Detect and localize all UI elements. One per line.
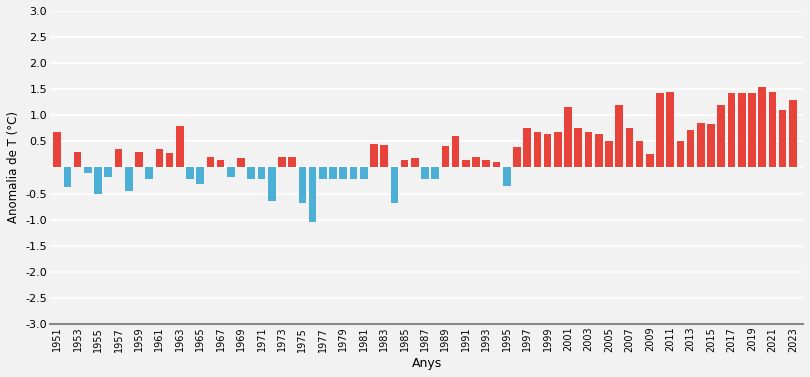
Bar bbox=[390, 167, 399, 203]
Bar bbox=[697, 123, 705, 167]
Bar bbox=[125, 167, 133, 191]
Bar bbox=[63, 167, 71, 187]
Bar bbox=[227, 167, 235, 177]
Bar bbox=[278, 157, 286, 167]
Bar bbox=[339, 167, 347, 179]
Bar bbox=[748, 93, 756, 167]
Bar bbox=[778, 110, 787, 167]
Bar bbox=[472, 157, 480, 167]
Bar bbox=[370, 144, 377, 167]
Bar bbox=[687, 130, 694, 167]
Bar bbox=[94, 167, 102, 193]
Bar bbox=[574, 128, 582, 167]
Bar bbox=[646, 155, 654, 167]
Bar bbox=[554, 132, 561, 167]
Bar bbox=[288, 157, 296, 167]
Bar bbox=[667, 92, 674, 167]
Bar bbox=[309, 167, 317, 222]
Bar bbox=[411, 158, 419, 167]
Bar bbox=[156, 149, 163, 167]
Bar bbox=[248, 167, 255, 179]
Bar bbox=[503, 167, 510, 186]
Bar bbox=[104, 167, 112, 177]
Bar bbox=[492, 162, 501, 167]
Bar bbox=[462, 159, 470, 167]
Bar bbox=[268, 167, 275, 201]
Bar bbox=[727, 93, 735, 167]
Bar bbox=[196, 167, 204, 184]
Bar bbox=[636, 141, 643, 167]
Bar bbox=[585, 132, 592, 167]
Bar bbox=[145, 167, 153, 179]
Bar bbox=[135, 152, 143, 167]
Bar bbox=[350, 167, 357, 179]
Bar bbox=[625, 128, 633, 167]
Bar bbox=[299, 167, 306, 203]
Bar bbox=[676, 141, 684, 167]
Bar bbox=[452, 136, 459, 167]
Bar bbox=[656, 93, 664, 167]
Bar bbox=[738, 93, 745, 167]
Y-axis label: Anomalia de T (°C): Anomalia de T (°C) bbox=[7, 112, 20, 224]
Bar bbox=[115, 149, 122, 167]
Bar bbox=[441, 146, 450, 167]
Bar bbox=[176, 126, 184, 167]
Bar bbox=[421, 167, 428, 179]
Bar bbox=[789, 100, 797, 167]
Bar bbox=[84, 167, 92, 173]
Bar bbox=[707, 124, 715, 167]
Bar bbox=[381, 145, 388, 167]
Bar bbox=[237, 158, 245, 167]
X-axis label: Anys: Anys bbox=[411, 357, 441, 370]
Bar bbox=[769, 92, 776, 167]
Bar bbox=[329, 167, 337, 179]
Bar bbox=[544, 133, 552, 167]
Bar bbox=[186, 167, 194, 179]
Bar bbox=[605, 141, 612, 167]
Bar bbox=[207, 157, 215, 167]
Bar bbox=[513, 147, 521, 167]
Bar bbox=[534, 132, 541, 167]
Bar bbox=[166, 153, 173, 167]
Bar bbox=[565, 107, 572, 167]
Bar bbox=[483, 159, 490, 167]
Bar bbox=[595, 133, 603, 167]
Bar bbox=[53, 132, 61, 167]
Bar bbox=[319, 167, 326, 179]
Bar bbox=[74, 152, 82, 167]
Bar bbox=[401, 159, 408, 167]
Bar bbox=[258, 167, 266, 179]
Bar bbox=[360, 167, 368, 179]
Bar bbox=[616, 105, 623, 167]
Bar bbox=[523, 128, 531, 167]
Bar bbox=[758, 87, 766, 167]
Bar bbox=[718, 105, 725, 167]
Bar bbox=[217, 159, 224, 167]
Bar bbox=[432, 167, 439, 179]
